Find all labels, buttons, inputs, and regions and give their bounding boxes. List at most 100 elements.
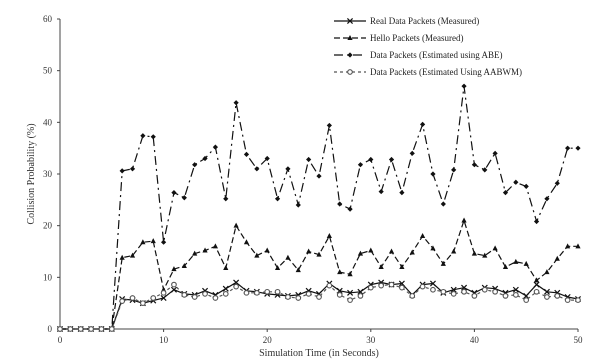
series-4-point: [430, 286, 436, 293]
axes: [57, 18, 579, 332]
series-3-point: [306, 156, 312, 163]
series-2-point: [461, 217, 467, 223]
series-4-point: [264, 288, 271, 295]
series-2-point: [202, 247, 208, 253]
series-4-point: [150, 295, 157, 301]
series-3-point: [316, 173, 322, 179]
series-3-point: [461, 83, 467, 89]
series-2-point: [451, 248, 457, 254]
x-axis-label: Simulation Time (in Seconds): [259, 348, 379, 359]
series-2-point: [171, 266, 177, 272]
series-4-point: [450, 291, 457, 297]
series-4-point: [202, 291, 208, 297]
series-1-point: [523, 292, 530, 299]
series-4-point: [502, 293, 509, 299]
series-2-point: [264, 247, 270, 253]
series-1-point: [336, 287, 343, 294]
series-1-point: [398, 280, 405, 287]
series-4-point: [461, 288, 467, 295]
series-4-point: [243, 289, 250, 296]
tick-labels: 0 10 20 30 40 50 60 0 10 20 30 40 50: [43, 14, 583, 345]
x-tick-label: 50: [574, 335, 584, 345]
series-2-point: [150, 238, 156, 244]
series-3-point: [347, 206, 353, 212]
series-2-point: [233, 222, 239, 228]
series-1-point: [543, 288, 550, 295]
series-1-point: [222, 285, 229, 292]
series-2-point: [295, 267, 301, 273]
series-2-point: [326, 233, 332, 238]
series-3-point: [295, 202, 301, 208]
series-4-point: [98, 326, 105, 332]
series-3-point: [533, 218, 540, 225]
series-4-point: [471, 293, 478, 299]
series-2-point: [316, 251, 322, 257]
series-2-point: [502, 264, 509, 269]
series-3-line: [60, 86, 578, 330]
series-3-point: [161, 239, 167, 245]
series-1-point: [450, 286, 457, 293]
series-2-point: [181, 262, 187, 268]
series-4-point: [57, 326, 63, 332]
series-4-point: [77, 326, 84, 332]
series-1-point: [347, 289, 354, 296]
series-1-point: [461, 284, 468, 291]
legend-entry: Data Packets (Estimated Using AABWM): [370, 67, 522, 77]
series-1-point: [233, 279, 240, 286]
series-1: [56, 279, 582, 333]
series-2-point: [192, 250, 198, 256]
series-4-point: [119, 298, 126, 304]
series-4-point: [108, 326, 115, 332]
series-2-point: [430, 245, 436, 251]
series-4-point: [399, 284, 405, 291]
legend-swatch-marker: [347, 69, 353, 75]
series-3-point: [181, 195, 187, 201]
series-1-point: [160, 294, 167, 302]
x-tick-label: 10: [159, 335, 169, 345]
series-4-point: [492, 288, 498, 295]
series-3-point: [150, 134, 156, 140]
series-3-point: [140, 133, 146, 139]
series-3-point: [171, 190, 177, 196]
series-3-point: [451, 167, 457, 173]
series-4-point: [336, 292, 343, 298]
series-1-point: [512, 286, 519, 293]
series-2-point: [337, 269, 343, 275]
series-2-point: [119, 254, 125, 260]
series-3-point: [575, 145, 581, 151]
series-3-point: [409, 150, 415, 156]
series-4-point: [160, 289, 167, 296]
series-4-point: [212, 295, 219, 301]
series-4-point: [316, 294, 322, 300]
series-2-point: [378, 264, 384, 269]
series-2-point: [243, 239, 250, 245]
series-2-point: [544, 269, 550, 275]
x-tick-label: 20: [263, 335, 273, 345]
series-4-point: [481, 286, 488, 293]
series-3-point: [119, 168, 125, 174]
series-4-point: [544, 294, 550, 300]
series-group: [56, 83, 582, 333]
series-2-point: [140, 239, 146, 245]
series-3-point: [337, 201, 343, 207]
series-4-point: [295, 295, 302, 301]
series-2-point: [482, 252, 488, 258]
series-4-point: [419, 283, 426, 290]
series-4-point: [367, 284, 374, 291]
series-4-point: [285, 294, 291, 300]
series-2-point: [129, 252, 136, 258]
series-3-point: [233, 100, 239, 106]
y-tick-label: 20: [43, 221, 53, 231]
legend-swatch-marker: [347, 35, 353, 40]
series-3-point: [482, 167, 488, 173]
series-2-point: [357, 250, 364, 256]
series-2-line: [60, 218, 578, 330]
series-2-point: [575, 243, 581, 249]
series-4-point: [326, 282, 333, 289]
series-3-point: [430, 171, 436, 177]
series-2-point: [565, 243, 571, 249]
x-tick-label: 0: [58, 335, 63, 345]
legend-entry: Hello Packets (Measured): [370, 33, 463, 43]
legend-entry: Real Data Packets (Measured): [370, 16, 479, 26]
series-4-point: [388, 281, 395, 288]
